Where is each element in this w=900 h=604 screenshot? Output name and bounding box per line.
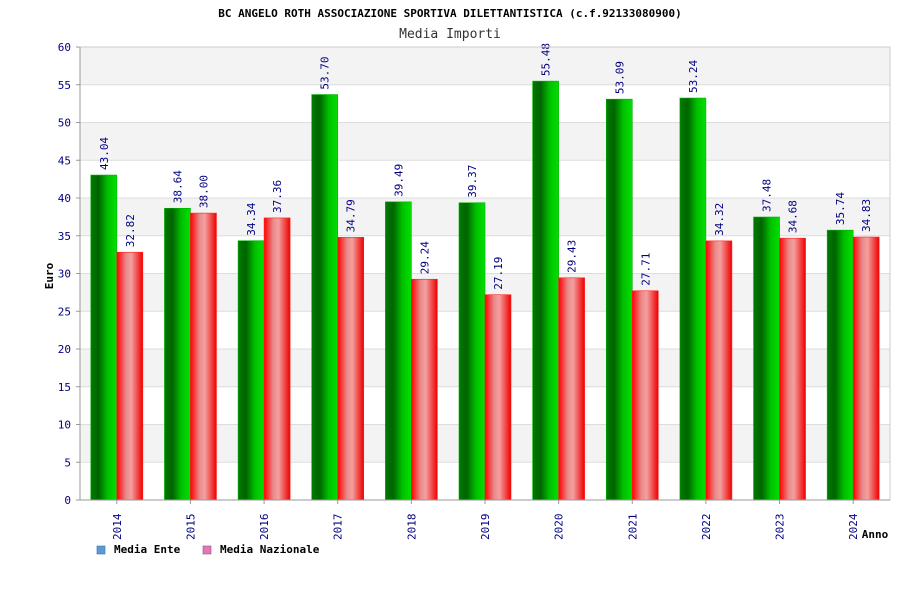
y-tick-label: 30	[58, 268, 71, 281]
data-label: 35.74	[834, 192, 847, 225]
data-label: 38.64	[171, 170, 184, 203]
y-tick-label: 25	[58, 305, 71, 318]
plot-band	[80, 160, 890, 198]
legend-swatch-media-ente	[96, 545, 106, 555]
media-nazionale-bar	[411, 278, 438, 501]
y-tick-label: 45	[58, 154, 71, 167]
y-tick-label: 55	[58, 79, 71, 92]
x-tick-label: 2014	[111, 513, 124, 540]
legend: Media Ente Media Nazionale	[96, 543, 320, 556]
x-tick-label: 2023	[774, 514, 787, 541]
y-tick-label: 35	[58, 230, 71, 243]
legend-label-media-nazionale: Media Nazionale	[220, 543, 320, 556]
legend-swatch-media-nazionale	[202, 545, 212, 555]
legend-label-media-ente: Media Ente	[114, 543, 181, 556]
data-label: 27.71	[639, 253, 652, 286]
data-label: 27.19	[492, 257, 505, 290]
media-ente-bar	[826, 229, 854, 501]
data-label: 53.24	[687, 60, 700, 93]
media-ente-bar	[90, 174, 118, 501]
data-label: 34.34	[245, 202, 258, 235]
media-nazionale-bar	[190, 212, 217, 501]
media-nazionale-bar	[484, 294, 512, 501]
y-tick-label: 15	[58, 381, 71, 394]
x-tick-label: 2016	[258, 514, 271, 541]
media-nazionale-bar	[263, 217, 291, 501]
media-ente-bar	[605, 98, 633, 501]
media-nazionale-bar	[705, 240, 733, 501]
media-nazionale-bar	[337, 237, 365, 501]
media-nazionale-bar	[558, 277, 585, 501]
data-label: 34.79	[345, 199, 358, 232]
x-tick-label: 2017	[332, 514, 345, 541]
media-ente-bar	[753, 216, 780, 501]
data-label: 29.24	[418, 241, 431, 274]
data-label: 34.68	[787, 200, 800, 233]
x-axis-label: Anno	[862, 528, 889, 541]
chart-subtitle: Media Importi	[399, 27, 501, 42]
x-tick-label: 2020	[553, 514, 566, 541]
y-tick-label: 40	[58, 192, 71, 205]
data-label: 55.48	[540, 43, 553, 76]
data-label: 39.49	[392, 164, 405, 197]
y-tick-label: 50	[58, 117, 71, 130]
data-label: 34.32	[713, 203, 726, 236]
data-label: 29.43	[566, 240, 579, 273]
x-tick-label: 2022	[700, 514, 713, 541]
plot-band	[80, 47, 890, 85]
media-ente-bar	[311, 94, 339, 501]
x-tick-label: 2019	[479, 514, 492, 541]
media-ente-bar	[679, 97, 707, 501]
media-ente-bar	[385, 201, 412, 501]
data-label: 37.48	[761, 179, 774, 212]
media-ente-bar	[532, 80, 559, 501]
data-label: 39.37	[466, 165, 479, 198]
x-tick-label: 2021	[626, 514, 639, 541]
x-tick-label: 2018	[405, 514, 418, 541]
y-tick-label: 20	[58, 343, 71, 356]
y-tick-label: 0	[64, 494, 71, 507]
plot-band	[80, 84, 890, 123]
data-label: 38.00	[197, 175, 210, 208]
data-label: 34.83	[860, 199, 873, 232]
media-nazionale-bar	[116, 251, 144, 501]
plot-band	[80, 122, 890, 161]
data-label: 37.36	[271, 180, 284, 213]
x-tick-label: 2024	[847, 513, 860, 540]
y-axis-label: Euro	[43, 262, 56, 289]
x-tick-label: 2015	[184, 514, 197, 541]
media-ente-bar	[458, 202, 486, 501]
media-nazionale-bar	[779, 237, 806, 501]
y-tick-label: 5	[64, 456, 71, 469]
media-nazionale-bar	[852, 236, 880, 501]
media-ente-bar	[237, 240, 265, 501]
media-ente-bar	[164, 207, 191, 501]
data-label: 43.04	[98, 137, 111, 170]
data-label: 32.82	[124, 214, 137, 247]
y-tick-label: 10	[58, 419, 71, 432]
media-nazionale-bar	[631, 290, 659, 501]
data-label: 53.70	[319, 56, 332, 89]
y-tick-label: 60	[58, 41, 71, 54]
chart-title: BC ANGELO ROTH ASSOCIAZIONE SPORTIVA DIL…	[218, 7, 682, 20]
data-label: 53.09	[613, 61, 626, 94]
